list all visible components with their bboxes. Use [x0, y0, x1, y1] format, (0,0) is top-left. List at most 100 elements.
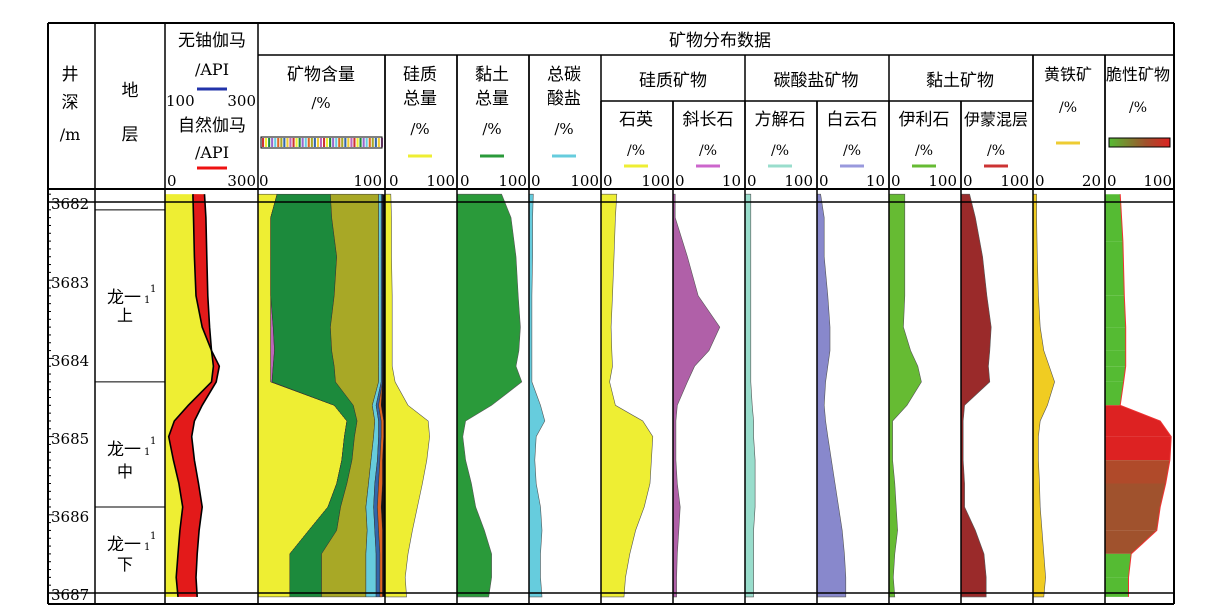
depth-header-2: 深	[62, 93, 79, 113]
brittle-curve	[1119, 194, 1172, 597]
plagioclase-name: 斜长石	[683, 110, 734, 130]
mineral-legend-swatch	[307, 138, 310, 147]
formation-middle-sup: 1	[150, 436, 156, 447]
mineral-legend-swatch	[268, 138, 271, 147]
mineral-legend-swatch	[295, 138, 298, 147]
illite-smectite-min: 0	[963, 172, 973, 190]
formation-zone-middle: 龙一 1 1 中	[107, 436, 156, 481]
depth-label-3682: 3682	[51, 195, 89, 213]
mineral-legend-swatch	[310, 138, 313, 147]
carbonate-total-max: 100	[570, 172, 599, 190]
formation-lower-pos: 下	[117, 555, 133, 574]
formation-upper-main: 龙一	[107, 288, 141, 308]
brittle-segment-13	[1105, 530, 1157, 554]
plagioclase-unit: /%	[699, 143, 717, 159]
mineral-legend-swatch	[368, 138, 371, 147]
clay-total-unit: /%	[482, 120, 501, 138]
brittle-name: 脆性矿物	[1106, 65, 1170, 84]
calcite-min: 0	[747, 172, 757, 190]
quartz-max: 100	[641, 172, 670, 190]
formation-zone-lower: 龙一 1 1 下	[107, 531, 156, 574]
mineral-legend-swatch	[301, 138, 304, 147]
header-labels: 井 深 /m 地 层 无铀伽马 /API 100 300 自然伽马 /API 0…	[51, 31, 1172, 604]
mineral-legend-swatch	[319, 138, 322, 147]
carbonate-total-min: 0	[531, 172, 541, 190]
mineral-legend-swatch	[316, 138, 319, 147]
gr-natural-max: 300	[227, 172, 256, 190]
clay-total-area	[456, 193, 523, 598]
depth-label-3686: 3686	[51, 508, 89, 526]
brittle-segment-15	[1105, 577, 1129, 597]
mineral-legend-swatch	[262, 138, 265, 147]
mineral-legend-swatch	[356, 138, 359, 147]
clay-total-name-1: 黏土	[475, 65, 509, 85]
mineral-legend-swatch	[304, 138, 307, 147]
plagioclase-max: 10	[722, 172, 741, 190]
pyrite-area	[1032, 193, 1055, 598]
brittle-segment-3	[1105, 327, 1126, 351]
gr-natural-name: 自然伽马	[178, 116, 246, 136]
carbonate-total-name-1: 总碳	[547, 65, 581, 85]
mineral-legend-swatch	[374, 138, 377, 147]
gr-natural-curve	[190, 194, 221, 597]
mineral-legend-swatch	[292, 138, 295, 147]
brittle-segment-8	[1105, 421, 1172, 437]
formation-middle-sub: 1	[144, 447, 150, 458]
pyrite-name: 黄铁矿	[1044, 65, 1092, 84]
quartz-name: 石英	[619, 110, 653, 130]
siliceous-total-area	[384, 193, 430, 598]
mineral-legend-swatch	[323, 138, 326, 147]
depth-label-3687: 3687	[51, 586, 89, 604]
mineral-legend-swatch	[353, 138, 356, 147]
mineral-content-name: 矿物含量	[287, 65, 355, 85]
plagioclase-area	[672, 193, 721, 598]
carbonate-total-unit: /%	[554, 120, 573, 138]
formation-header-1: 地	[122, 81, 139, 101]
siliceous-total-max: 100	[426, 172, 455, 190]
formation-lower-sup: 1	[150, 531, 156, 542]
mineral-legend-swatch	[347, 138, 350, 147]
mineral-legend-swatch	[362, 138, 365, 147]
illite-area	[888, 193, 922, 598]
mineral-legend-swatch	[338, 138, 341, 147]
depth-header-1: 井	[62, 65, 79, 85]
mineral-legend-swatch	[365, 138, 368, 147]
dolomite-unit: /%	[843, 143, 861, 159]
mineral-legend-swatch	[344, 138, 347, 147]
formation-middle-main: 龙一	[107, 440, 141, 460]
brittle-unit: /%	[1129, 100, 1147, 116]
illite-name: 伊利石	[899, 110, 950, 130]
clay-total-max: 100	[498, 172, 527, 190]
formation-header-2: 层	[122, 125, 139, 145]
gr-uranium-free-min: 100	[166, 92, 195, 110]
illite-max: 100	[928, 172, 957, 190]
mineral-legend-swatch	[289, 138, 292, 147]
dolomite-name: 白云石	[827, 110, 878, 130]
depth-header-3: /m	[60, 125, 81, 144]
illite-unit: /%	[915, 143, 933, 159]
mineral-legend-swatch	[377, 138, 380, 147]
formation-lower-main: 龙一	[107, 535, 141, 555]
calcite-max: 100	[784, 172, 813, 190]
calcite-name: 方解石	[755, 110, 806, 130]
mineral-legend-swatch	[341, 138, 344, 147]
brittle-segment-2	[1105, 295, 1126, 328]
gr-uranium-free-unit: /API	[195, 60, 229, 79]
brittle-segment-9	[1105, 436, 1172, 461]
dolomite-min: 0	[819, 172, 829, 190]
siliceous-total-name-1: 硅质	[403, 65, 437, 85]
brittle-min: 0	[1107, 172, 1117, 190]
gr-uranium-free-name: 无铀伽马	[178, 31, 246, 51]
depth-label-3684: 3684	[51, 352, 89, 370]
siliceous-total-name-2: 总量	[403, 89, 437, 109]
carbonate-minerals-name: 碳酸盐矿物	[774, 71, 859, 91]
mineral-legend-swatch	[359, 138, 362, 147]
carbonate-total-name-2: 酸盐	[547, 89, 581, 109]
quartz-min: 0	[603, 172, 613, 190]
brittle-segment-0	[1105, 194, 1123, 242]
siliceous-total-unit: /%	[410, 120, 429, 138]
brittle-max: 100	[1143, 172, 1172, 190]
brittle-segment-12	[1105, 507, 1161, 531]
mineral-legend-swatch	[371, 138, 374, 147]
